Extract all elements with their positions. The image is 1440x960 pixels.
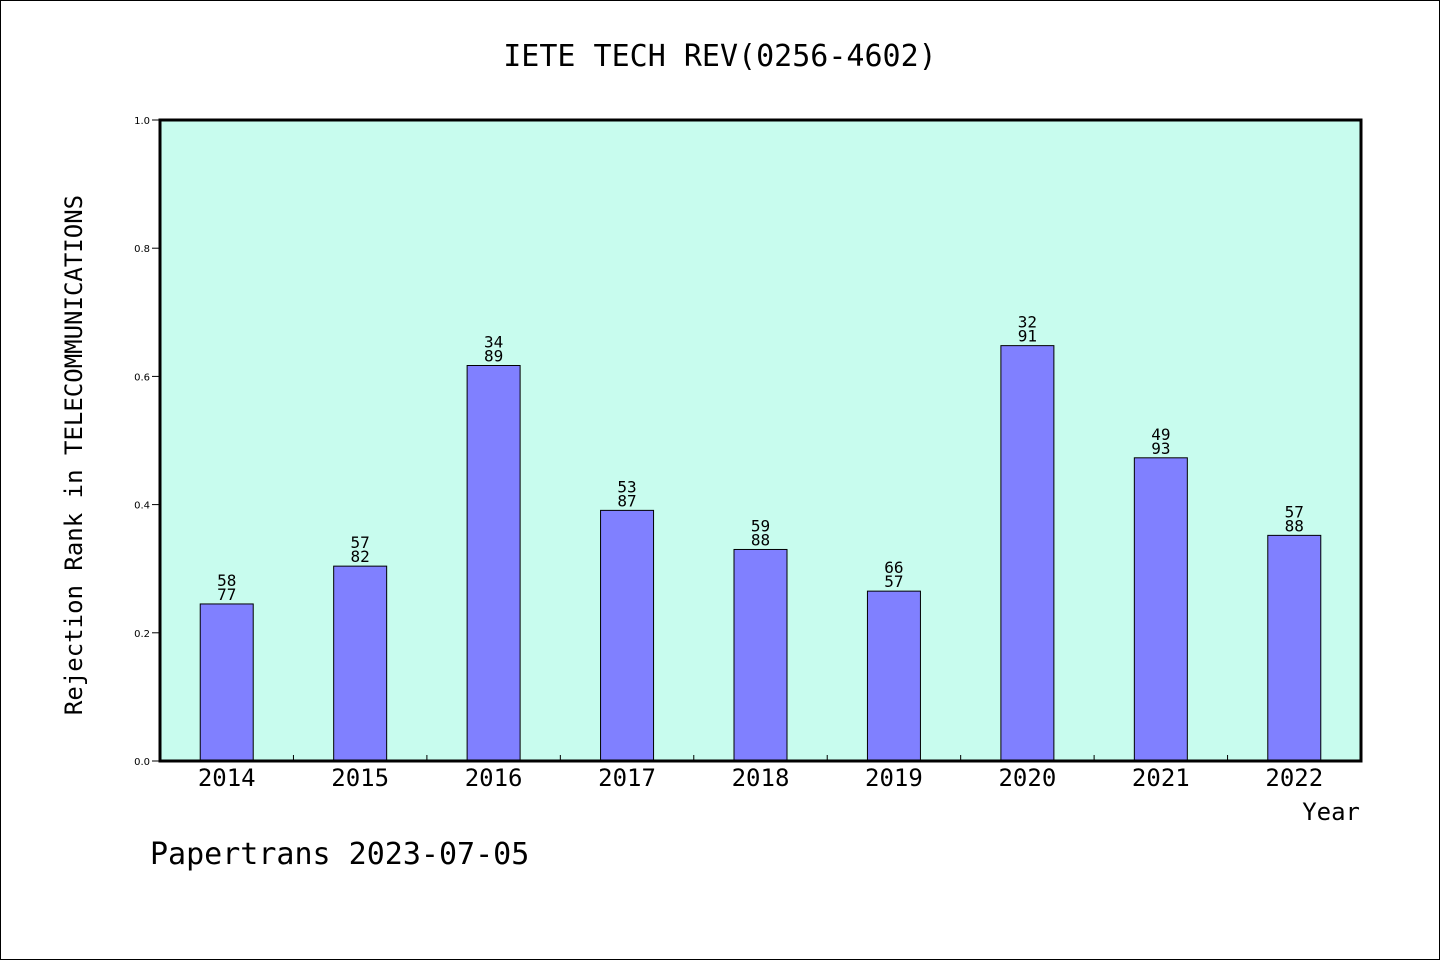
bar-2019 <box>866 590 921 762</box>
y-tick-label: 1.0 <box>134 116 150 127</box>
bar-data-label: 66 <box>884 558 903 577</box>
bar-2020 <box>1000 345 1055 762</box>
bar-data-label: 82 <box>351 547 370 566</box>
y-tick-label: 0.0 <box>134 757 150 768</box>
bar-data-label: 32 <box>1018 313 1037 332</box>
bar-2018 <box>733 548 788 762</box>
x-tick-label: 2017 <box>598 764 656 792</box>
bar-data-label: 58 <box>217 571 236 590</box>
bar-2015 <box>333 565 388 762</box>
x-tick-label: 2015 <box>331 764 389 792</box>
bar-data-label: 57 <box>884 572 903 591</box>
chart-title: IETE TECH REV(0256-4602) <box>503 39 936 74</box>
footer-credit: Papertrans 2023-07-05 <box>150 837 529 872</box>
bar-2017 <box>600 509 655 762</box>
y-tick-label: 0.2 <box>134 629 150 640</box>
plot-border <box>158 118 1363 763</box>
bar-data-label: 53 <box>617 477 636 496</box>
x-tick-label: 2014 <box>198 764 256 792</box>
bar-data-label: 57 <box>351 533 370 552</box>
bar-data-label: 89 <box>484 347 503 366</box>
bar-2021 <box>1133 457 1188 762</box>
x-tick-label: 2020 <box>998 764 1056 792</box>
bar-data-label: 77 <box>217 585 236 604</box>
bar-data-label: 57 <box>1285 502 1304 521</box>
y-tick-label: 0.6 <box>134 372 150 383</box>
x-tick-label: 2016 <box>465 764 523 792</box>
bar-series <box>199 345 1322 762</box>
bar-data-label: 87 <box>617 491 636 510</box>
x-tick-label: 2021 <box>1132 764 1190 792</box>
x-tick-label: 2022 <box>1265 764 1323 792</box>
bar-data-label: 49 <box>1151 425 1170 444</box>
bar-2016 <box>466 365 521 762</box>
bar-data-label: 88 <box>751 530 770 549</box>
x-axis-ticks: 2014 2015 2016 2017 2018 2019 2020 2021 2022 <box>198 755 1323 792</box>
y-tick-label: 0.4 <box>134 501 150 512</box>
bar-data-label: 34 <box>484 333 503 352</box>
y-axis-ticks: 0.0 0.2 0.4 0.6 0.8 1.0 <box>134 116 160 768</box>
x-tick-label: 2018 <box>732 764 790 792</box>
bar-data-label: 91 <box>1018 327 1037 346</box>
x-axis-label: Year <box>1302 798 1360 826</box>
bar-2014 <box>199 603 254 762</box>
y-axis-label: Rejection Rank in TELECOMMUNICATIONS <box>60 195 88 715</box>
bar-data-label: 93 <box>1151 439 1170 458</box>
bar-data-label: 59 <box>751 516 770 535</box>
bar-2022 <box>1267 534 1322 762</box>
y-tick-label: 0.8 <box>134 244 150 255</box>
x-tick-label: 2019 <box>865 764 923 792</box>
bar-data-label: 88 <box>1285 516 1304 535</box>
